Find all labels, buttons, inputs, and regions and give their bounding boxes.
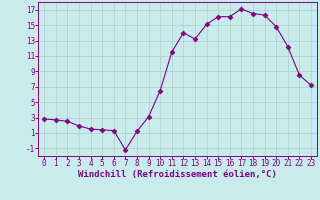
X-axis label: Windchill (Refroidissement éolien,°C): Windchill (Refroidissement éolien,°C) [78,170,277,179]
